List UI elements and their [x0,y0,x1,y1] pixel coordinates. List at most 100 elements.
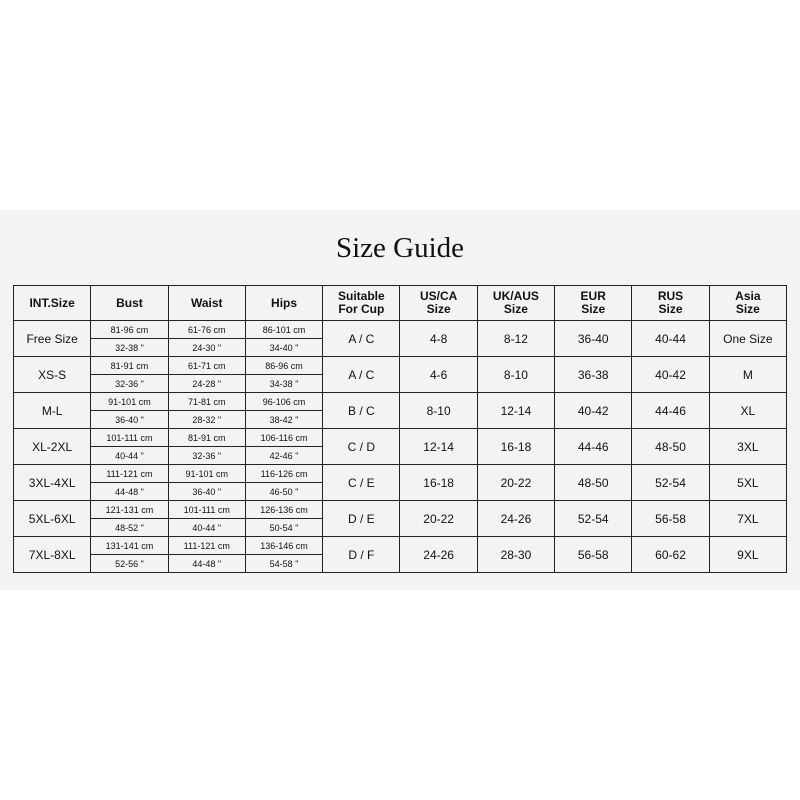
cell-hips-cm: 86-96 cm [244,356,324,375]
cell-rus: 56-58 [631,500,710,537]
cell-asia: 7XL [708,500,788,537]
cell-eur: 36-38 [554,356,633,393]
cell-hips-in: 50-54 " [244,518,324,537]
size-table: INT.Size Bust Waist Hips Suitable For Cup US/… [12,285,788,573]
column-header: Hips [244,285,324,321]
cell-waist-cm: 71-81 cm [167,392,246,411]
page-title: Size Guide [335,232,465,264]
column-header: Bust [90,285,169,321]
cell-bust-cm: 81-91 cm [90,356,169,375]
cell-size: XS-S [12,356,92,393]
cell-hips-in: 46-50 " [244,482,324,501]
cell-hips-in: 34-38 " [244,374,324,393]
cell-waist-cm: 91-101 cm [167,464,246,483]
table-row-inches: 40-44 " 32-36 " 42-46 " [14,446,787,465]
cell-us: 4-6 [399,356,478,393]
cell-rus: 60-62 [631,536,710,573]
cell-hips-cm: 126-136 cm [244,500,324,519]
cell-bust-cm: 111-121 cm [90,464,169,483]
cell-bust-in: 32-36 " [90,374,169,393]
cell-uk: 28-30 [476,536,556,573]
column-header: US/CA Size [399,285,478,321]
cell-rus: 44-46 [631,392,710,429]
cell-waist-cm: 101-111 cm [167,500,246,519]
cell-bust-in: 40-44 " [90,446,169,465]
cell-size: 5XL-6XL [12,500,92,537]
cell-us: 16-18 [399,464,478,501]
cell-cup: D / E [322,500,401,537]
cell-size: XL-2XL [12,428,92,465]
cell-hips-cm: 116-126 cm [244,464,324,483]
cell-uk: 16-18 [476,428,556,465]
cell-bust-in: 32-38 " [90,338,169,357]
cell-waist-cm: 61-71 cm [167,356,246,375]
cell-cup: A / C [322,320,401,357]
table-row: M-L 91-101 cm 71-81 cm 96-106 cm B / C 8-10 12… [12,392,788,429]
cell-hips-in: 54-58 " [244,554,324,573]
cell-cup: C / D [322,428,401,465]
cell-size: 3XL-4XL [12,464,92,501]
cell-hips-cm: 136-146 cm [244,536,324,555]
cell-cup: B / C [322,392,401,429]
cell-waist-in: 24-30 " [167,338,246,357]
cell-bust-in: 44-48 " [90,482,169,501]
cell-waist-in: 28-32 " [167,410,246,429]
table-row: 3XL-4XL 111-121 cm 91-101 cm 116-126 cm C / … [12,464,788,501]
cell-eur: 52-54 [554,500,633,537]
cell-size: 7XL-8XL [12,536,92,573]
cell-size: M-L [12,392,92,429]
cell-waist-in: 36-40 " [167,482,246,501]
cell-asia: XL [708,392,788,429]
cell-cup: D / F [322,536,401,573]
cell-eur: 44-46 [554,428,633,465]
cell-asia: M [708,356,788,393]
cell-waist-cm: 81-91 cm [167,428,246,447]
cell-cup: A / C [322,356,401,393]
cell-us: 20-22 [399,500,478,537]
cell-rus: 40-44 [631,320,710,357]
cell-bust-in: 36-40 " [90,410,169,429]
cell-eur: 48-50 [554,464,633,501]
cell-cup: C / E [322,464,401,501]
cell-hips-cm: 106-116 cm [244,428,324,447]
cell-bust-cm: 131-141 cm [90,536,169,555]
cell-bust-in: 52-56 " [90,554,169,573]
cell-asia: 3XL [708,428,788,465]
cell-uk: 8-10 [476,356,556,393]
column-header: Asia Size [708,285,788,321]
cell-bust-in: 48-52 " [90,518,169,537]
cell-hips-cm: 96-106 cm [244,392,324,411]
cell-waist-cm: 61-76 cm [167,320,246,339]
table-row: 7XL-8XL 131-141 cm 111-121 cm 136-146 cm D /… [12,536,788,573]
table-row: XS-S 81-91 cm 61-71 cm 86-96 cm A / C 4-6 8-10… [12,356,788,393]
cell-hips-in: 42-46 " [244,446,324,465]
cell-asia: 5XL [708,464,788,501]
cell-uk: 12-14 [476,392,556,429]
cell-us: 24-26 [399,536,478,573]
cell-us: 8-10 [399,392,478,429]
cell-hips-cm: 86-101 cm [244,320,324,339]
cell-bust-cm: 81-96 cm [90,320,169,339]
table-row-inches: 48-52 " 40-44 " 50-54 " [14,518,787,537]
column-header: UK/AUS Size [476,285,556,321]
cell-eur: 40-42 [554,392,633,429]
cell-bust-cm: 101-111 cm [90,428,169,447]
cell-size: Free Size [12,320,92,357]
cell-uk: 24-26 [476,500,556,537]
cell-uk: 20-22 [476,464,556,501]
column-header: EUR Size [554,285,633,321]
table-row-inches: 52-56 " 44-48 " 54-58 " [14,554,787,573]
cell-asia: One Size [708,320,788,357]
cell-bust-cm: 91-101 cm [90,392,169,411]
cell-us: 4-8 [399,320,478,357]
cell-eur: 36-40 [554,320,633,357]
column-header: Waist [167,285,246,321]
cell-waist-in: 44-48 " [167,554,246,573]
cell-uk: 8-12 [476,320,556,357]
header-row: INT.Size Bust Waist Hips Suitable For Cup US/… [12,285,788,321]
cell-asia: 9XL [708,536,788,573]
table-row: XL-2XL 101-111 cm 81-91 cm 106-116 cm C / D 1… [12,428,788,465]
cell-rus: 52-54 [631,464,710,501]
table-row: 5XL-6XL 121-131 cm 101-111 cm 126-136 cm D /… [12,500,788,537]
